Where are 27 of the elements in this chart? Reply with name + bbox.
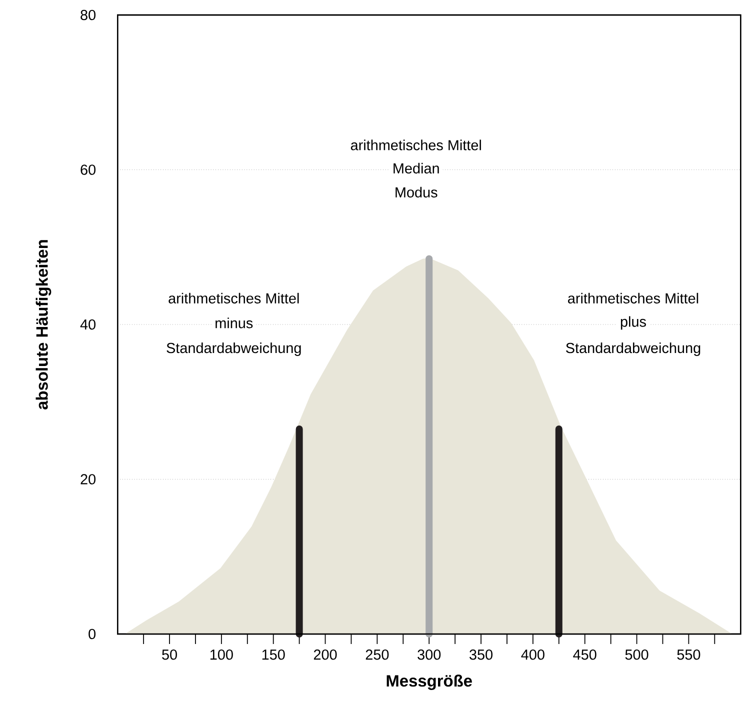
x-tick-label: 250 — [366, 650, 389, 660]
annotation: Standardabweichung — [166, 342, 301, 356]
y-tick-label: 20 — [80, 474, 96, 484]
x-tick-label: 400 — [521, 650, 544, 660]
y-tick-label: 0 — [88, 628, 96, 640]
y-tick-label: 40 — [80, 319, 96, 330]
x-tick-label: 550 — [677, 650, 700, 660]
annotation: arithmetisches Mittel — [568, 292, 698, 304]
x-tick-label: 350 — [470, 650, 492, 660]
x-tick-label: 150 — [262, 650, 285, 660]
annotation: plus — [620, 316, 646, 330]
annotation: Modus — [396, 186, 438, 198]
x-tick-label: 300 — [418, 650, 441, 660]
y-tick-label: 80 — [80, 10, 96, 20]
x-axis-title: Messgröße — [386, 674, 472, 690]
y-tick-label: 60 — [80, 164, 96, 175]
annotation: arithmetisches Mittel — [168, 292, 299, 304]
annotation: Median — [394, 162, 439, 174]
annotation: arithmetisches Mittel — [350, 140, 481, 150]
annotation: minus — [216, 318, 253, 328]
x-tick-label: 450 — [573, 650, 596, 660]
annotation: Standardabweichung — [566, 342, 700, 356]
x-tick-label: 100 — [210, 650, 233, 660]
x-tick-label: 200 — [314, 650, 337, 660]
x-tick-label: 50 — [162, 650, 177, 660]
y-axis-title: absolute Häufigkeiten — [36, 240, 52, 410]
x-tick-label: 500 — [625, 650, 648, 660]
